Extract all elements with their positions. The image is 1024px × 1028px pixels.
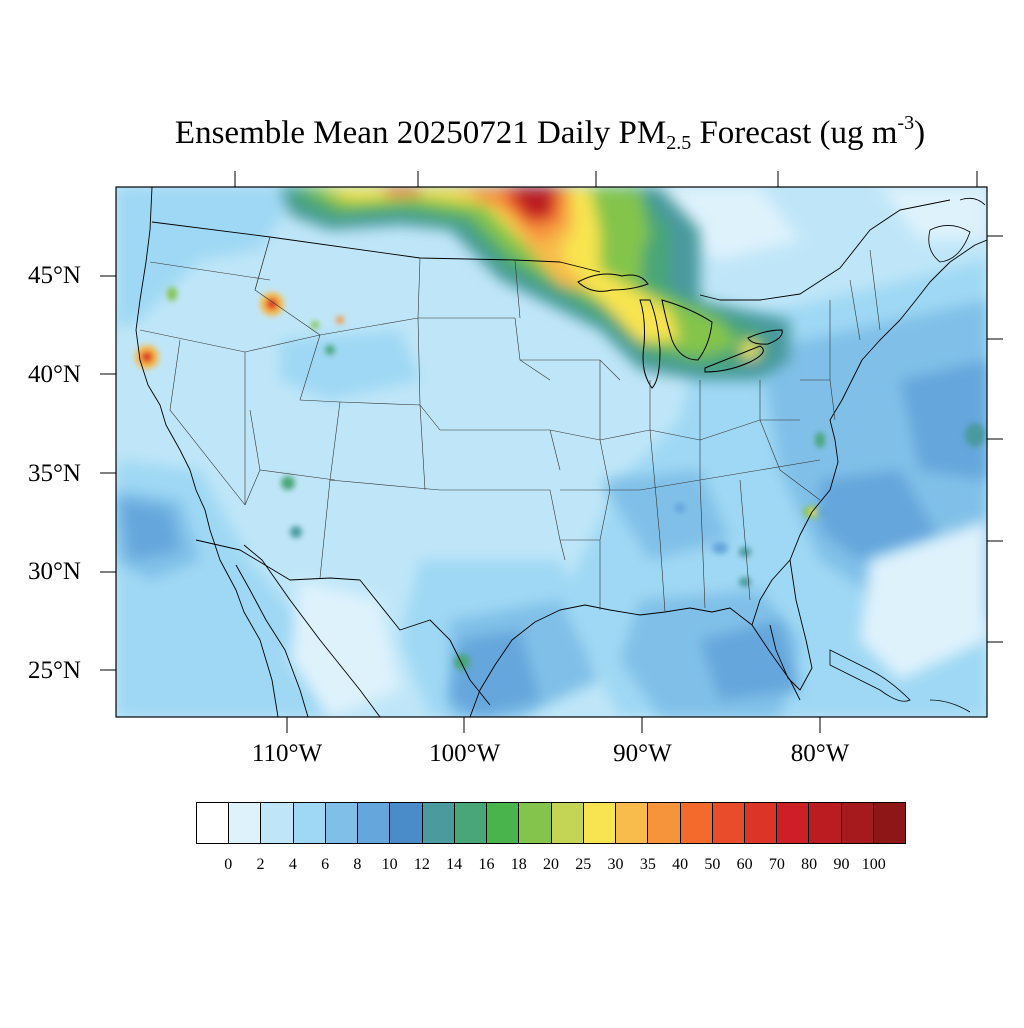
colorbar-swatch <box>744 803 778 843</box>
colorbar-label: 70 <box>768 856 785 873</box>
colorbar-swatch <box>551 803 584 843</box>
colorbar-label: 90 <box>833 856 850 873</box>
colorbar-label: 30 <box>607 856 624 873</box>
colorbar-label: 8 <box>353 856 362 873</box>
colorbar-swatch <box>777 803 810 843</box>
colorbar-swatch <box>841 803 874 843</box>
colorbar-swatch <box>261 803 294 843</box>
latitude-label: 30°N <box>27 558 81 586</box>
right-ticks <box>987 235 1003 643</box>
top-ticks <box>234 171 978 187</box>
colorbar-swatch <box>358 803 391 843</box>
colorbar-swatch <box>454 803 488 843</box>
colorbar-label: 80 <box>801 856 818 873</box>
colorbar-swatch <box>325 803 359 843</box>
colorbar-label: 16 <box>478 856 495 873</box>
latitude-label: 45°N <box>27 262 81 289</box>
colorbar-label: 0 <box>224 856 233 873</box>
colorbar-label: 100 <box>861 856 886 873</box>
colorbar-swatch <box>809 803 842 843</box>
longitude-label: 80°W <box>790 740 850 767</box>
colorbar-swatch <box>519 803 552 843</box>
colorbar-label: 14 <box>446 856 463 873</box>
colorbar-swatch <box>390 803 423 843</box>
colorbar-label: 40 <box>672 856 689 873</box>
colorbar-label: 20 <box>543 856 559 873</box>
longitude-label: 100°W <box>429 740 501 767</box>
colorbar <box>196 802 906 844</box>
chart-title: Ensemble Mean 20250721 Daily PM2.5 Forec… <box>174 112 926 154</box>
colorbar-label: 35 <box>639 856 656 873</box>
longitude-label: 90°W <box>613 740 672 767</box>
colorbar-swatch <box>873 803 906 843</box>
colorbar-swatch <box>648 803 681 843</box>
colorbar-labels: 0 2 4 6 8 10 12 14 16 18 20 25 30 35 40 50 60 70 80 90 100 <box>196 856 906 876</box>
left-ticks <box>100 275 116 671</box>
latitude-label: 25°N <box>27 657 81 684</box>
colorbar-label: 4 <box>288 856 297 873</box>
map-frame <box>115 186 988 718</box>
colorbar-label: 6 <box>321 856 330 873</box>
colorbar-swatch <box>229 803 262 843</box>
concentration-field <box>116 187 987 717</box>
colorbar-label: 60 <box>736 856 753 873</box>
colorbar-label: 50 <box>704 856 721 873</box>
colorbar-swatch <box>712 803 745 843</box>
colorbar-swatch <box>422 803 455 843</box>
colorbar-label: 10 <box>381 856 398 873</box>
colorbar-swatch <box>583 803 617 843</box>
colorbar-label: 12 <box>413 856 430 873</box>
colorbar-label: 2 <box>256 856 265 873</box>
colorbar-label: 25 <box>575 856 592 873</box>
latitude-label: 40°N <box>27 360 81 388</box>
longitude-label: 110°W <box>251 740 323 767</box>
bottom-ticks <box>286 717 821 733</box>
colorbar-swatch <box>293 803 326 843</box>
colorbar-label: 18 <box>510 856 527 873</box>
latitude-label: 35°N <box>27 459 81 487</box>
colorbar-swatch <box>197 803 230 843</box>
colorbar-swatch <box>616 803 649 843</box>
colorbar-swatch <box>680 803 713 843</box>
colorbar-swatch <box>487 803 520 843</box>
